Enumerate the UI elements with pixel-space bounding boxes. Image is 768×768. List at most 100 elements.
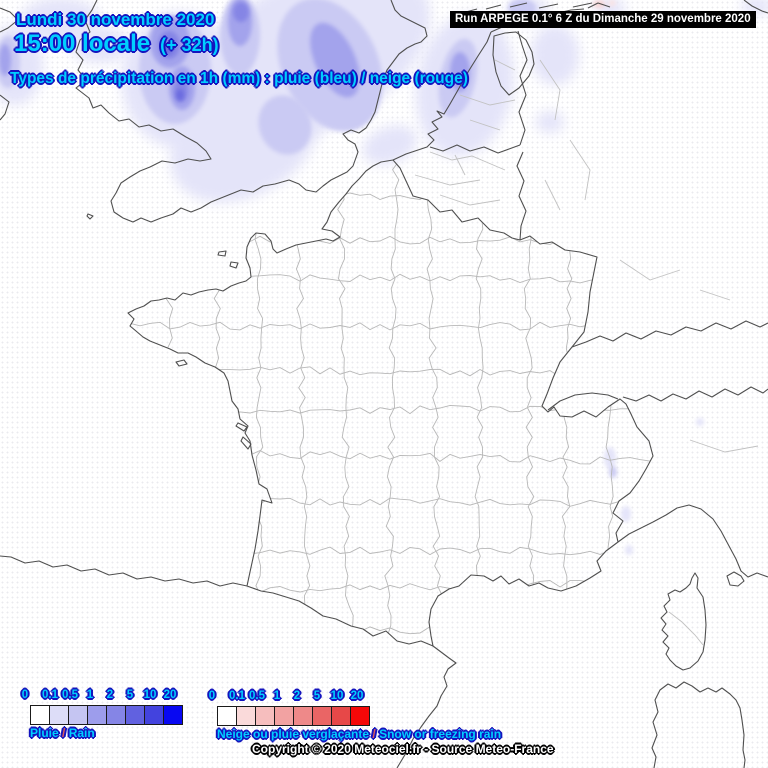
scale-color-box [293,706,313,726]
border-path [396,645,457,768]
scale-tick-label: 1 [86,689,94,701]
border-path [240,436,252,450]
border-path [492,31,535,96]
department-line [128,321,653,331]
scale-color-box [87,705,107,725]
border-path [617,504,768,578]
precipitation-blob [608,0,616,6]
region-boundary-path [494,59,516,71]
scale-color-box [106,705,126,725]
department-line [128,235,653,246]
border-path [235,422,248,432]
scale-tick-label: 2 [293,690,301,702]
scale-tick-label: 0 [208,690,216,702]
precipitation-blob [531,25,579,85]
border-path [622,386,768,402]
scale-tick-label: 20 [163,689,177,701]
precipitation-blob [310,22,360,98]
forecast-hour-offset: (+ 32h) [160,35,219,55]
snow-scale-label: Neige ou pluie verglaçante / Snow or fre… [217,727,501,741]
precipitation-blob [233,2,249,22]
scale-color-box [144,705,164,725]
scale-color-box [30,705,50,725]
border-path [485,4,502,10]
department-line [384,160,401,646]
scale-color-box [49,705,69,725]
scale-color-box [255,706,275,726]
scale-tick-label: 5 [313,690,321,702]
region-boundary-path [459,94,516,106]
precipitation-blob [0,44,11,76]
foreign-region-boundaries [414,59,759,646]
scale-color-box [236,706,256,726]
department-line [604,160,614,646]
precipitation-blob [450,52,470,92]
forecast-time: 15:00 locale (+ 32h) [14,30,219,58]
scale-tick-label: 10 [330,690,344,702]
department-line [254,160,264,646]
border-path [516,151,527,241]
border-path [538,3,559,9]
precipitation-blob [176,89,184,101]
region-boundary-path [454,154,466,176]
rain-scale-label: Pluie / Rain [30,726,95,740]
precipitation-blob [20,0,100,42]
border-path [517,30,528,146]
region-boundary-path [569,139,591,201]
precipitation-blob [609,466,617,478]
scale-color-box [274,706,294,726]
border-path [75,0,428,223]
border-path [0,7,19,33]
border-path [229,261,239,269]
border-path [86,213,94,220]
department-boundaries [128,160,653,646]
department-line [165,160,182,646]
border-path [392,31,492,161]
border-path [547,392,619,411]
department-line [128,403,653,417]
region-boundary-path [469,119,501,131]
border-path [571,320,768,348]
region-boundary-path [544,179,561,211]
region-boundary-path [539,59,561,121]
precipitation-blob [621,506,631,522]
border-path [651,681,746,768]
scale-color-box [217,706,237,726]
department-line [295,160,312,646]
department-line [128,364,653,378]
department-line [213,160,223,646]
scale-tick-label: 20 [350,690,364,702]
border-path [127,159,654,647]
scale-tick-label: 0.1 [42,689,58,701]
precipitation-blob [258,95,312,155]
scale-tick-label: 0.1 [229,690,245,702]
border-path [0,94,10,121]
precipitation-layer [0,0,768,555]
forecast-date: Lundi 30 novembre 2020 [16,10,215,29]
scale-color-box [163,705,183,725]
border-path [217,250,227,257]
copyright-notice: Copyright © 2020 Meteociel.fr - Source M… [252,742,554,756]
snow-label-fr: Neige ou pluie verglaçante [217,727,373,741]
scale-tick-label: 2 [106,689,114,701]
department-line [128,496,653,508]
border-path [509,2,528,8]
border-path [0,555,248,587]
border-path [175,359,188,367]
region-boundary-path [699,289,731,301]
scale-color-box [312,706,332,726]
region-boundary-path [429,151,506,171]
scale-color-box [68,705,88,725]
department-line [523,160,535,646]
department-line [474,160,484,646]
border-path [572,2,593,8]
region-boundary-path [689,439,759,453]
region-boundary-path [619,259,681,281]
department-line [426,160,443,646]
rain-label-slash: / [62,726,66,740]
department-line [128,545,653,556]
department-line [128,578,653,597]
